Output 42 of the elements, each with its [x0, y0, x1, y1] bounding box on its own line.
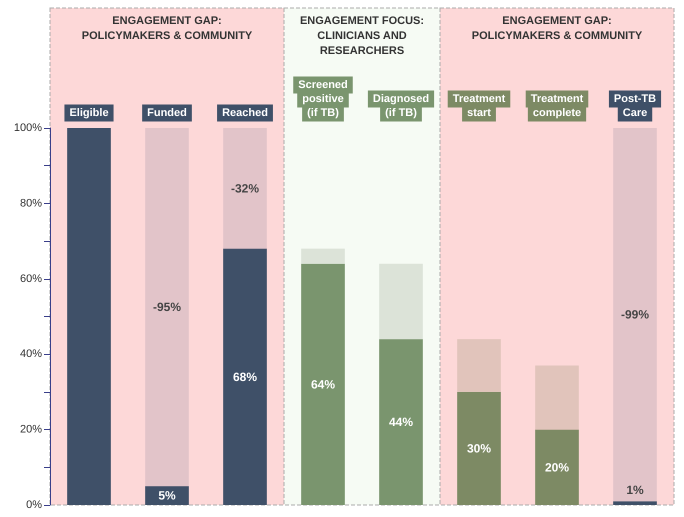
y-tick-label: 100% — [14, 122, 42, 134]
data-label: -99% — [620, 308, 650, 322]
y-tick-label: 0% — [26, 499, 42, 511]
data-label: 68% — [232, 370, 258, 384]
bar — [379, 339, 423, 505]
x-tick-label: Post-TB Care — [614, 93, 656, 119]
data-label: -32% — [230, 181, 260, 196]
x-tick-label: Diagnosed (if TB) — [372, 93, 430, 119]
data-label: 30% — [466, 441, 492, 456]
y-tick-label: 60% — [20, 272, 42, 285]
x-tick-label: Treatment start — [452, 93, 506, 119]
bar — [145, 486, 189, 505]
y-tick-label: 20% — [20, 424, 42, 436]
bar — [535, 430, 579, 505]
data-label: 1% — [626, 483, 644, 498]
band-label: ENGAGEMENT FOCUS: CLINICIANS AND RESEARCHERS — [300, 15, 424, 57]
x-tick-label: Eligible — [69, 107, 109, 119]
bar — [613, 501, 657, 505]
bar — [613, 128, 657, 502]
data-label: 20% — [544, 460, 570, 474]
bar — [67, 128, 111, 505]
data-label: 64% — [310, 377, 336, 392]
band-label: ENGAGEMENT GAP: POLICYMAKERS & COMMUNITY — [472, 15, 643, 42]
data-label: 5% — [158, 488, 176, 503]
x-tick-label: Screened positive (if TB) — [298, 79, 348, 119]
x-tick-label: Reached — [222, 107, 268, 119]
bar — [379, 264, 423, 340]
data-label: -95% — [152, 300, 182, 314]
bar — [301, 264, 345, 505]
y-tick-label: 80% — [20, 197, 42, 210]
bar — [457, 392, 501, 505]
x-tick-label: Treatment complete — [530, 93, 584, 119]
bar — [223, 128, 267, 249]
band-label: ENGAGEMENT GAP: POLICYMAKERS & COMMUNITY — [82, 15, 253, 42]
data-label: 44% — [388, 415, 414, 430]
bar — [223, 248, 267, 505]
y-tick-label: 40% — [20, 348, 42, 360]
bar — [301, 248, 345, 264]
bar — [535, 366, 579, 430]
x-tick-label: Funded — [147, 107, 187, 119]
bar — [145, 128, 189, 486]
bar — [457, 339, 501, 392]
